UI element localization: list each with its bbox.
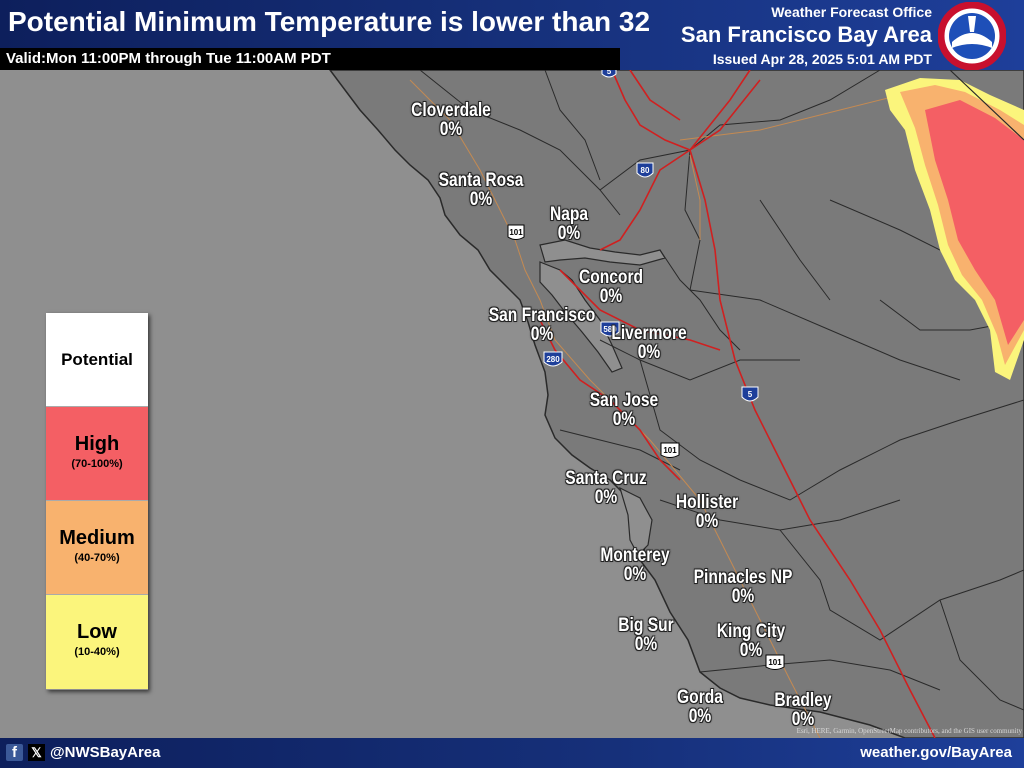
legend-high: High (70-100%) (46, 407, 148, 501)
svg-text:5: 5 (748, 390, 753, 399)
legend-medium-label: Medium (59, 527, 135, 549)
city-name: Big Sur (618, 615, 674, 636)
city-label-santa-rosa: Santa Rosa 0% (439, 171, 524, 209)
city-name: Bradley (774, 690, 832, 711)
city-name: Concord (578, 267, 644, 288)
frost-potential-area (885, 78, 1024, 380)
city-value: 0% (739, 640, 763, 661)
svg-text:580: 580 (603, 325, 617, 334)
nws-logo (938, 2, 1006, 70)
city-label-livermore: Livermore 0% (611, 324, 686, 362)
svg-text:101: 101 (768, 658, 782, 667)
x-twitter-icon[interactable]: 𝕏 (28, 744, 45, 761)
website-link[interactable]: weather.gov/BayArea (860, 744, 1012, 761)
city-value: 0% (623, 564, 647, 585)
minor-roads (409, 79, 921, 739)
city-label-monterey: Monterey 0% (600, 546, 669, 584)
city-label-big-sur: Big Sur 0% (618, 616, 673, 654)
highway-shield: 280 (543, 351, 563, 367)
svg-text:101: 101 (663, 446, 677, 455)
city-value: 0% (599, 286, 623, 307)
city-label-king-city: King City 0% (717, 622, 785, 660)
legend-high-label: High (74, 433, 120, 455)
city-value: 0% (594, 487, 618, 508)
highway-shield: 101 (507, 224, 525, 240)
svg-text:101: 101 (509, 228, 523, 237)
map-attribution: Esri, HERE, Garmin, OpenStreetMap contri… (796, 727, 1022, 735)
monterey-bay (619, 486, 653, 556)
city-name: King City (716, 621, 786, 642)
legend-medium-range: (40-70%) (74, 552, 120, 564)
county-borders (419, 69, 1024, 711)
city-value: 0% (637, 342, 661, 363)
highway-shield: 101 (765, 654, 785, 670)
city-value: 0% (439, 119, 463, 140)
city-value: 0% (695, 511, 719, 532)
page-title: Potential Minimum Temperature is lower t… (8, 6, 651, 37)
land-area (328, 69, 1024, 739)
city-value: 0% (791, 709, 815, 730)
city-label-bradley: Bradley 0% (774, 691, 831, 729)
highway-shield: 101 (660, 442, 680, 458)
city-name: Monterey (600, 545, 670, 566)
city-name: Pinnacles NP (693, 567, 793, 588)
city-name: Cloverdale (411, 100, 491, 121)
legend-title: Potential (46, 313, 148, 407)
office-info: Weather Forecast Office San Francisco Ba… (681, 4, 932, 67)
office-name: San Francisco Bay Area (680, 22, 932, 47)
state-border (949, 69, 1024, 141)
city-name: Livermore (611, 323, 687, 344)
city-label-concord: Concord 0% (579, 268, 643, 306)
interstates (539, 69, 936, 739)
office-subtitle: Weather Forecast Office (771, 4, 932, 20)
city-name: Santa Rosa (438, 170, 524, 191)
svg-text:280: 280 (546, 355, 560, 364)
highway-shield: 80 (636, 162, 654, 178)
city-label-pinnacles-np: Pinnacles NP 0% (694, 568, 793, 606)
city-name: San Jose (589, 390, 659, 411)
legend-low-label: Low (77, 621, 117, 643)
city-label-hollister: Hollister 0% (676, 493, 738, 531)
city-label-gorda: Gorda 0% (677, 688, 723, 726)
city-name: Hollister (675, 492, 739, 513)
city-value: 0% (634, 634, 658, 655)
city-value: 0% (731, 586, 755, 607)
city-name: Napa (549, 204, 589, 225)
city-name: Santa Cruz (565, 468, 647, 489)
legend-medium: Medium (40-70%) (46, 501, 148, 595)
city-value: 0% (557, 223, 581, 244)
issued-time: Issued Apr 28, 2025 5:01 AM PDT (712, 51, 932, 67)
svg-text:5: 5 (607, 67, 612, 76)
city-label-napa: Napa 0% (550, 205, 588, 243)
header-bar: Potential Minimum Temperature is lower t… (0, 0, 1024, 70)
city-label-cloverdale: Cloverdale 0% (411, 101, 491, 139)
highway-shield: 580 (600, 321, 620, 337)
city-label-santa-cruz: Santa Cruz 0% (565, 469, 646, 507)
city-value: 0% (469, 189, 493, 210)
city-value: 0% (688, 706, 712, 727)
legend: Potential High (70-100%) Medium (40-70%)… (46, 313, 148, 690)
legend-low: Low (10-40%) (46, 595, 148, 689)
highway-shield: 5 (741, 386, 759, 402)
footer-bar: f 𝕏 @NWSBayArea weather.gov/BayArea (0, 738, 1024, 768)
city-label-san-francisco: San Francisco 0% (489, 306, 596, 344)
social-handle[interactable]: @NWSBayArea (50, 744, 161, 761)
svg-text:80: 80 (641, 166, 650, 175)
city-name: San Francisco (488, 305, 596, 326)
city-value: 0% (530, 324, 554, 345)
legend-high-range: (70-100%) (71, 458, 123, 470)
legend-low-range: (10-40%) (74, 646, 120, 658)
city-name: Gorda (677, 687, 723, 708)
city-label-san-jose: San Jose 0% (590, 391, 658, 429)
city-value: 0% (612, 409, 636, 430)
facebook-icon[interactable]: f (6, 744, 23, 761)
valid-time: Valid:Mon 11:00PM through Tue 11:00AM PD… (0, 48, 620, 70)
